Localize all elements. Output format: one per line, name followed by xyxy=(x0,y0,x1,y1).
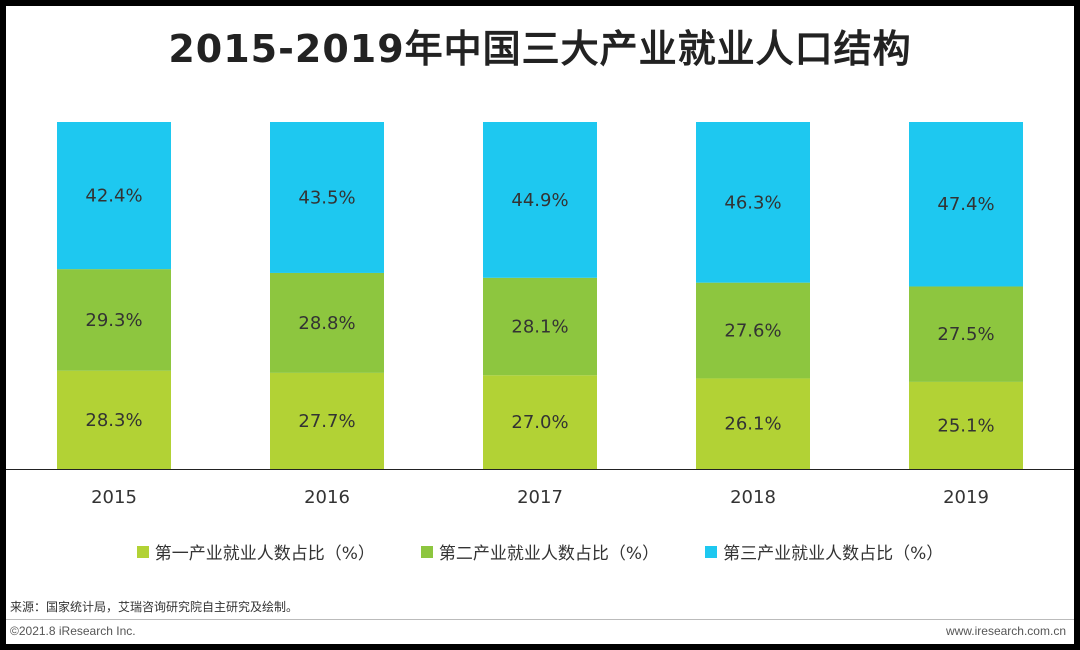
data-label-2016-series-2: 43.5% xyxy=(298,187,355,208)
x-tick-label-2016: 2016 xyxy=(304,487,350,508)
legend-label-secondary: 第二产业就业人数占比（%） xyxy=(438,544,660,564)
data-label-2017-series-2: 44.9% xyxy=(511,190,568,211)
data-label-2019-series-1: 27.5% xyxy=(937,324,994,345)
legend-swatch-secondary xyxy=(420,545,433,558)
bar-2015-series-1 xyxy=(57,269,171,371)
legend-swatch-tertiary xyxy=(705,545,718,558)
bar-2018-series-1 xyxy=(696,282,810,379)
bar-2019-series-0 xyxy=(909,381,1023,469)
bar-2016-series-0 xyxy=(270,372,384,469)
chart-legend: 第一产业就业人数占比（%） 第二产业就业人数占比（%） 第三产业就业人数占比（%… xyxy=(6,539,1074,564)
data-label-2019-series-0: 25.1% xyxy=(937,415,994,436)
x-tick-label-2017: 2017 xyxy=(517,487,563,508)
data-label-2018-series-0: 26.1% xyxy=(724,414,781,435)
bar-2019-series-1 xyxy=(909,286,1023,382)
legend-item-primary: 第一产业就业人数占比（%） xyxy=(136,539,375,564)
copyright-text: ©2021.8 iResearch Inc. xyxy=(10,624,136,638)
data-label-2015-series-1: 29.3% xyxy=(85,310,142,331)
x-tick-label-2019: 2019 xyxy=(943,487,989,508)
data-label-2018-series-1: 27.6% xyxy=(724,321,781,342)
bar-2017-series-2 xyxy=(483,122,597,278)
bar-2016-series-2 xyxy=(270,122,384,273)
legend-label-tertiary: 第三产业就业人数占比（%） xyxy=(723,544,944,564)
stacked-bar-chart: 28.3% 29.3% 42.4% 2015 27.7% 28.8% 43.5% 2016 27… xyxy=(6,122,1074,508)
bar-2016-series-1 xyxy=(270,272,384,373)
chart-title: 2015-2019年中国三大产业就业人口结构 xyxy=(168,27,912,71)
bar-2017-series-1 xyxy=(483,277,597,376)
bar-2015-series-0 xyxy=(57,370,171,469)
data-label-2017-series-1: 28.1% xyxy=(511,317,568,338)
legend-label-primary: 第一产业就业人数占比（%） xyxy=(154,544,375,564)
legend-item-secondary: 第二产业就业人数占比（%） xyxy=(420,539,660,564)
footer-divider xyxy=(6,619,1074,620)
website-link[interactable]: www.iresearch.com.cn xyxy=(945,624,1066,638)
bar-2015-series-2 xyxy=(57,122,171,270)
source-note: 来源：国家统计局，艾瑞咨询研究院自主研究及绘制。 xyxy=(10,600,299,614)
x-tick-label-2018: 2018 xyxy=(730,487,776,508)
data-label-2016-series-0: 27.7% xyxy=(298,411,355,432)
bar-2017-series-0 xyxy=(483,375,597,469)
data-label-2016-series-1: 28.8% xyxy=(298,313,355,334)
data-label-2015-series-0: 28.3% xyxy=(85,410,142,431)
data-label-2019-series-2: 47.4% xyxy=(937,194,994,215)
bar-2018-series-0 xyxy=(696,378,810,469)
x-tick-label-2015: 2015 xyxy=(91,487,137,508)
legend-item-tertiary: 第三产业就业人数占比（%） xyxy=(705,539,943,564)
bar-2018-series-2 xyxy=(696,122,810,283)
legend-swatch-primary xyxy=(136,545,149,558)
data-label-2015-series-2: 42.4% xyxy=(85,186,142,207)
data-label-2017-series-0: 27.0% xyxy=(511,412,568,433)
slide-page: 2015-2019年中国三大产业就业人口结构 28.3% 29.3% 42.4% 20… xyxy=(6,6,1074,644)
bar-2019-series-2 xyxy=(909,122,1023,287)
data-label-2018-series-2: 46.3% xyxy=(724,192,781,213)
